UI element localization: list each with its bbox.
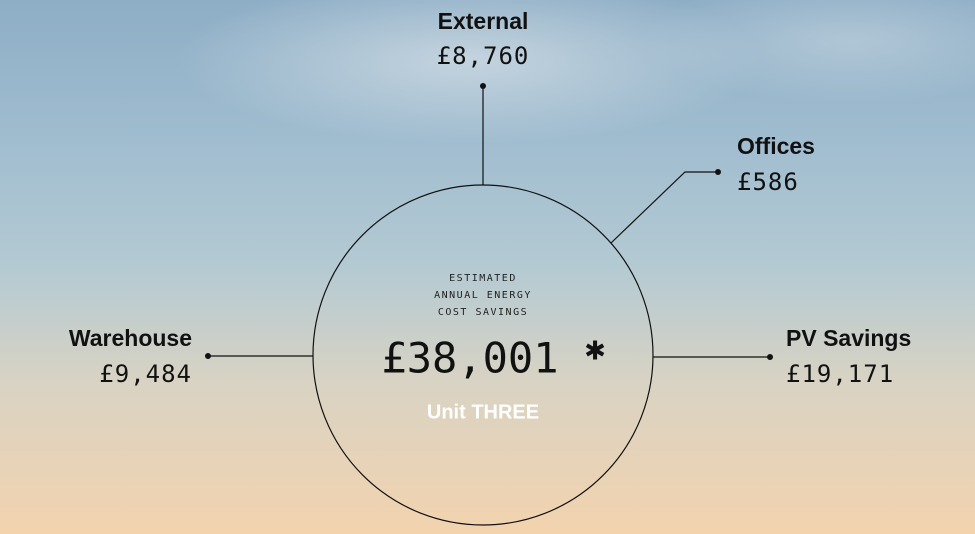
node-value: £8,760 <box>437 42 530 70</box>
connector-dot <box>480 83 486 89</box>
footnote-mark: ✱ <box>584 337 606 367</box>
savings-panel: External £8,760 Offices £586 Warehouse £… <box>0 0 975 534</box>
node-value: £9,484 <box>99 360 192 388</box>
caption-line: ESTIMATED <box>449 273 517 284</box>
node-value: £19,171 <box>786 360 894 388</box>
connector-dot <box>767 354 773 360</box>
node-label: Offices <box>737 133 815 159</box>
caption-line: COST SAVINGS <box>438 307 528 318</box>
node-label: PV Savings <box>786 325 911 351</box>
node-label: External <box>438 8 529 34</box>
node-value: £586 <box>737 168 799 196</box>
total-savings: £38,001 <box>381 334 558 383</box>
connector-dot <box>205 353 211 359</box>
savings-diagram: External £8,760 Offices £586 Warehouse £… <box>0 0 975 534</box>
unit-name: Unit THREE <box>427 401 539 423</box>
node-label: Warehouse <box>69 325 192 351</box>
caption-line: ANNUAL ENERGY <box>434 290 532 301</box>
connector <box>611 172 718 243</box>
connector-dot <box>715 169 721 175</box>
